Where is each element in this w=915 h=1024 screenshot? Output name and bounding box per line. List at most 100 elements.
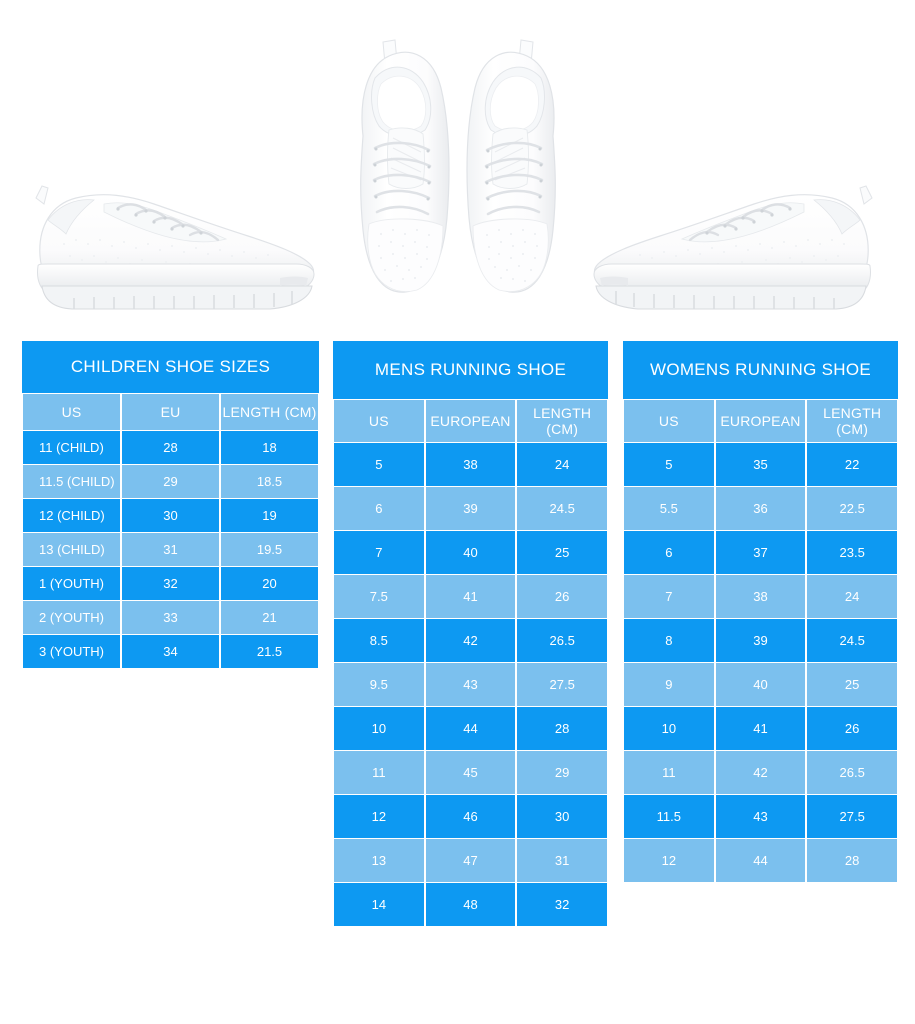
cell-european: 35 [713, 442, 808, 487]
cell-european: 39 [423, 486, 518, 531]
table-row: 9.5 43 27.5 [332, 662, 609, 707]
cell-european: 38 [713, 574, 808, 619]
children-col-header-eu: EU [120, 393, 221, 431]
womens-table-body: 5 35 22 5.5 36 22.5 6 37 23.5 7 38 24 8 … [622, 442, 899, 883]
cell-us: 12 (CHILD) [21, 498, 122, 533]
cell-length: 18.5 [219, 464, 320, 499]
table-row: 11.5 43 27.5 [622, 794, 899, 839]
shoe-left-side-icon [35, 185, 315, 310]
cell-length: 25 [805, 662, 899, 707]
cell-length: 22.5 [805, 486, 899, 531]
cell-us: 13 (CHILD) [21, 532, 122, 567]
cell-european: 41 [713, 706, 808, 751]
children-size-table: CHILDREN SHOE SIZES US EU LENGTH (CM) 11… [21, 341, 320, 669]
cell-european: 42 [713, 750, 808, 795]
cell-us: 7 [332, 530, 426, 575]
womens-col-header-us: US [622, 399, 716, 443]
shoe-right-side-view [575, 160, 895, 320]
table-row: 7 40 25 [332, 530, 609, 575]
cell-length: 19.5 [219, 532, 320, 567]
shoe-top-down-pair-view [333, 18, 583, 313]
table-row: 6 37 23.5 [622, 530, 899, 575]
cell-european: 41 [423, 574, 518, 619]
cell-length: 18 [219, 430, 320, 465]
cell-eu: 34 [120, 634, 221, 669]
table-row: 9 40 25 [622, 662, 899, 707]
cell-european: 48 [423, 882, 518, 927]
table-row: 14 48 32 [332, 882, 609, 927]
table-row: 13 47 31 [332, 838, 609, 883]
mens-table-title: MENS RUNNING SHOE [333, 341, 608, 400]
womens-table-title: WOMENS RUNNING SHOE [623, 341, 898, 400]
cell-european: 39 [713, 618, 808, 663]
cell-european: 45 [423, 750, 518, 795]
cell-length: 19 [219, 498, 320, 533]
children-col-header-length: LENGTH (CM) [219, 393, 320, 431]
mens-col-header-european: EUROPEAN [423, 399, 518, 443]
cell-length: 24 [805, 574, 899, 619]
cell-length: 21.5 [219, 634, 320, 669]
cell-us: 3 (YOUTH) [21, 634, 122, 669]
table-row: 11 45 29 [332, 750, 609, 795]
cell-us: 11 [332, 750, 426, 795]
womens-size-table: WOMENS RUNNING SHOE US EUROPEAN LENGTH (… [622, 341, 899, 883]
cell-european: 44 [423, 706, 518, 751]
cell-us: 12 [622, 838, 716, 883]
product-image-gallery [0, 0, 915, 330]
cell-length: 24 [515, 442, 609, 487]
mens-col-header-us: US [332, 399, 426, 443]
table-row: 12 44 28 [622, 838, 899, 883]
cell-length: 21 [219, 600, 320, 635]
cell-us: 11 [622, 750, 716, 795]
cell-us: 7 [622, 574, 716, 619]
cell-length: 20 [219, 566, 320, 601]
mens-table-body: 5 38 24 6 39 24.5 7 40 25 7.5 41 26 8.5 … [332, 442, 609, 927]
cell-us: 8 [622, 618, 716, 663]
table-row: 11 42 26.5 [622, 750, 899, 795]
cell-eu: 30 [120, 498, 221, 533]
womens-table-header-row: US EUROPEAN LENGTH (CM) [622, 399, 899, 443]
cell-us: 10 [622, 706, 716, 751]
womens-col-header-length: LENGTH (CM) [805, 399, 899, 443]
cell-european: 47 [423, 838, 518, 883]
table-row: 7.5 41 26 [332, 574, 609, 619]
cell-length: 29 [515, 750, 609, 795]
cell-length: 30 [515, 794, 609, 839]
cell-length: 27.5 [515, 662, 609, 707]
children-table-body: 11 (CHILD) 28 18 11.5 (CHILD) 29 18.5 12… [21, 430, 320, 669]
table-row: 3 (YOUTH) 34 21.5 [21, 634, 320, 669]
womens-col-header-european: EUROPEAN [713, 399, 808, 443]
cell-european: 44 [713, 838, 808, 883]
cell-us: 6 [622, 530, 716, 575]
womens-table-title-row: WOMENS RUNNING SHOE [623, 341, 898, 400]
table-row: 5.5 36 22.5 [622, 486, 899, 531]
cell-us: 5.5 [622, 486, 716, 531]
mens-col-header-length: LENGTH (CM) [515, 399, 609, 443]
cell-length: 23.5 [805, 530, 899, 575]
children-table-header-row: US EU LENGTH (CM) [21, 393, 320, 431]
cell-us: 6 [332, 486, 426, 531]
table-row: 6 39 24.5 [332, 486, 609, 531]
cell-european: 40 [713, 662, 808, 707]
table-row: 8.5 42 26.5 [332, 618, 609, 663]
cell-european: 40 [423, 530, 518, 575]
table-row: 11 (CHILD) 28 18 [21, 430, 320, 465]
cell-length: 26.5 [805, 750, 899, 795]
cell-length: 24.5 [805, 618, 899, 663]
cell-us: 9 [622, 662, 716, 707]
shoe-top-down-pair-icon [360, 39, 556, 293]
cell-length: 26.5 [515, 618, 609, 663]
cell-us: 2 (YOUTH) [21, 600, 122, 635]
shoe-left-side-view [18, 160, 328, 320]
table-row: 10 41 26 [622, 706, 899, 751]
cell-length: 24.5 [515, 486, 609, 531]
cell-us: 11.5 (CHILD) [21, 464, 122, 499]
mens-size-table: MENS RUNNING SHOE US EUROPEAN LENGTH (CM… [332, 341, 609, 927]
table-row: 8 39 24.5 [622, 618, 899, 663]
cell-us: 11.5 [622, 794, 716, 839]
cell-length: 25 [515, 530, 609, 575]
children-col-header-us: US [21, 393, 122, 431]
cell-length: 28 [515, 706, 609, 751]
mens-table-title-row: MENS RUNNING SHOE [333, 341, 608, 400]
table-row: 5 38 24 [332, 442, 609, 487]
